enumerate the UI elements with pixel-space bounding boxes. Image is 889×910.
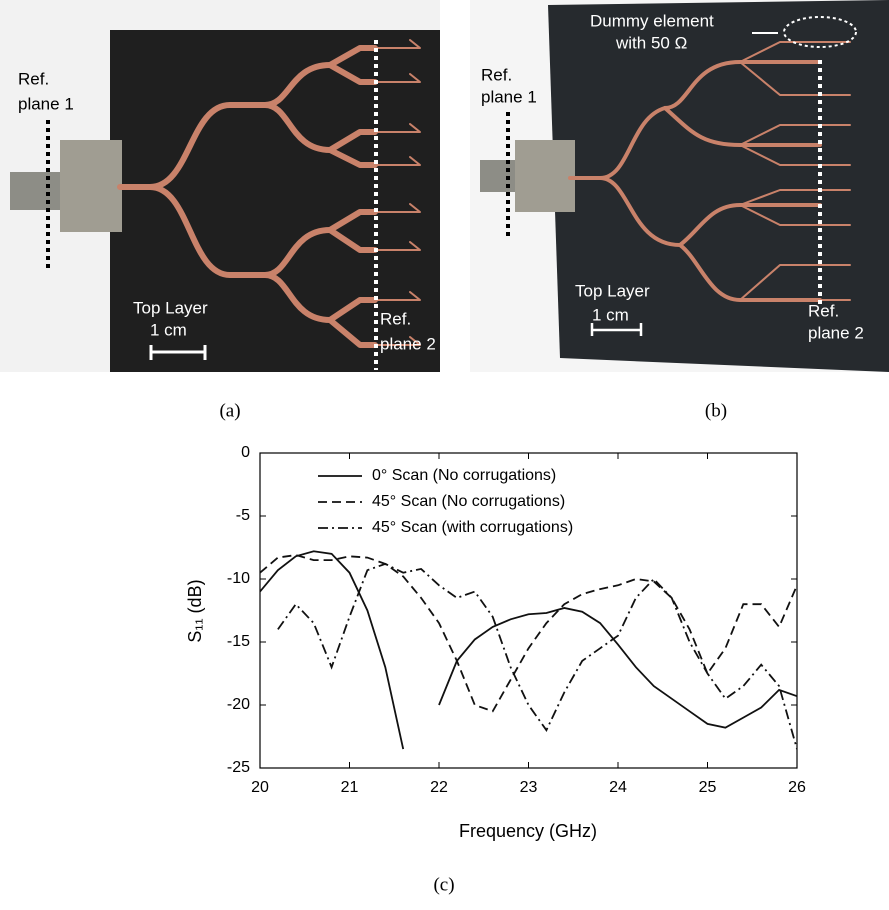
annotation: plane 1 bbox=[481, 87, 537, 106]
scale-bar-a bbox=[149, 345, 207, 360]
legend-label: 45° Scan (No corrugations) bbox=[372, 493, 565, 510]
caption: (b) bbox=[705, 400, 727, 421]
annotation: plane 2 bbox=[380, 334, 436, 353]
caption: (c) bbox=[433, 874, 454, 895]
connector-b bbox=[480, 160, 520, 192]
series-line bbox=[260, 550, 797, 750]
board-b bbox=[548, 0, 889, 372]
y-axis-label: S₁₁ (dB) bbox=[185, 579, 205, 642]
x-tick-label: 21 bbox=[341, 779, 359, 796]
x-tick-label: 24 bbox=[609, 779, 627, 796]
annotation: Ref. bbox=[380, 309, 411, 328]
x-axis-label: Frequency (GHz) bbox=[459, 821, 597, 841]
x-tick-label: 20 bbox=[251, 779, 269, 796]
annotation: Dummy element bbox=[590, 11, 714, 30]
annotation: Ref. bbox=[18, 69, 49, 88]
x-tick-label: 22 bbox=[430, 779, 448, 796]
annotation: Top Layer bbox=[133, 298, 208, 317]
annotation: Ref. bbox=[481, 65, 512, 84]
connector-b-body bbox=[515, 140, 575, 212]
annotation: plane 2 bbox=[808, 323, 864, 342]
connector-a bbox=[10, 172, 65, 210]
legend-label: 45° Scan (with corrugations) bbox=[372, 519, 573, 536]
x-tick-label: 26 bbox=[788, 779, 806, 796]
series-line bbox=[260, 554, 797, 713]
y-tick-label: -5 bbox=[236, 507, 250, 524]
board-a bbox=[110, 30, 440, 372]
legend-label: 0° Scan (No corrugations) bbox=[372, 467, 556, 484]
annotation: 1 cm bbox=[592, 305, 629, 324]
x-tick-label: 25 bbox=[699, 779, 717, 796]
y-tick-label: -10 bbox=[227, 570, 250, 587]
scale-bar-b bbox=[590, 323, 643, 336]
annotation: Top Layer bbox=[575, 281, 650, 300]
connector-a-body bbox=[60, 140, 122, 232]
x-tick-label: 23 bbox=[520, 779, 538, 796]
feed-network-a bbox=[117, 39, 421, 348]
y-tick-label: -25 bbox=[227, 759, 250, 776]
feed-network-b bbox=[568, 41, 851, 302]
annotation: with 50 Ω bbox=[615, 33, 687, 52]
dummy-highlight bbox=[783, 16, 857, 48]
annotation: plane 1 bbox=[18, 94, 74, 113]
annotation: 1 cm bbox=[150, 320, 187, 339]
y-tick-label: -15 bbox=[227, 633, 250, 650]
y-tick-label: -20 bbox=[227, 696, 250, 713]
y-tick-label: 0 bbox=[241, 444, 250, 461]
caption: (a) bbox=[219, 400, 240, 421]
annotation: Ref. bbox=[808, 301, 839, 320]
